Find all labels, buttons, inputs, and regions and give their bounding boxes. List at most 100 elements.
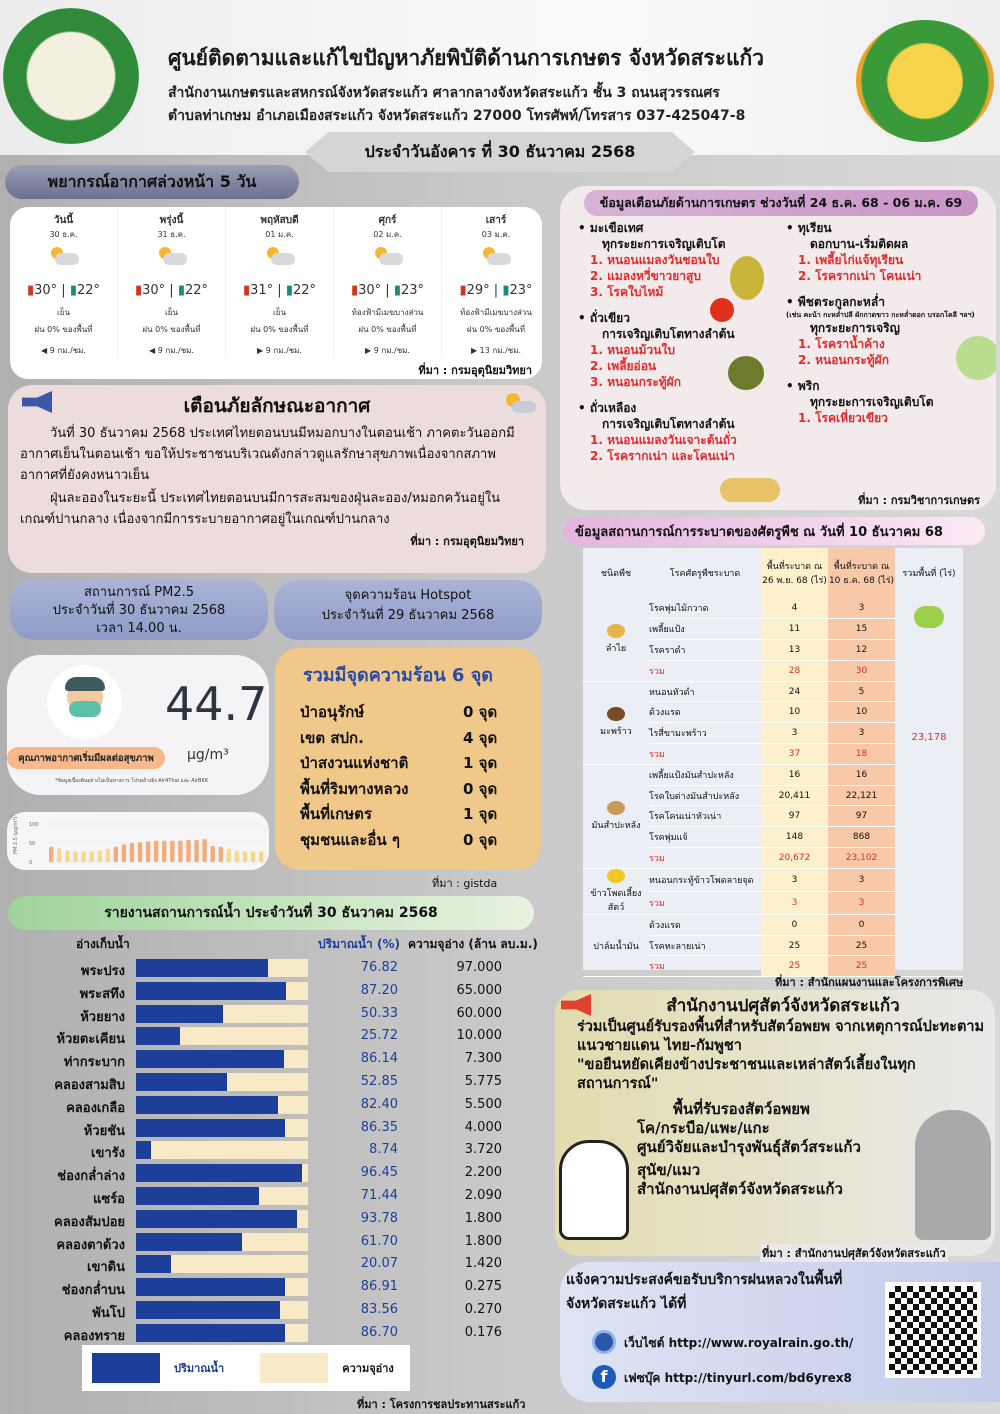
- disease-name: ไรสี่ขามะพร้าว: [649, 722, 761, 745]
- hotspot-area: พื้นที่เกษตร: [300, 805, 372, 823]
- water-pct: 86.35: [360, 1119, 398, 1135]
- pm25-unit: µg/m³: [187, 747, 229, 763]
- pm25-bar: [89, 851, 94, 862]
- alert-crop: • ถั่วเขียว การเจริญเติบโตทางลำต้น 1. หนอน…: [578, 310, 783, 390]
- threat-item: 2. โรครากเน่า โคนเน่า: [798, 269, 922, 283]
- reservoir-row: ห้วยชัน 86.35 4.000: [0, 1117, 540, 1140]
- crop-name: มะพร้าว: [600, 727, 632, 738]
- reservoir-row: คลองสัมปอย 93.78 1.800: [0, 1208, 540, 1231]
- pm25-time: เวลา 14.00 น.: [96, 621, 182, 636]
- wind: ◀ 9 กม./ชม.: [41, 346, 86, 355]
- pest-row: ข้าวโพดเลี้ยงสัตว์ หนอนกระทู้ข้าวโพดลายจุ…: [583, 868, 963, 915]
- area-nov: 4: [761, 598, 828, 620]
- area-dec: 868: [828, 826, 895, 849]
- hotspot-area: ชุมชนและอื่น ๆ: [300, 830, 400, 849]
- reservoir-name: แซร์อ: [93, 1192, 125, 1207]
- hotspot-count: 0 จุด: [463, 703, 498, 721]
- pest-row: ด้วงแรด 10 10: [583, 701, 963, 724]
- crop-name: • พริก: [786, 379, 820, 393]
- area-dec: 30: [828, 660, 895, 682]
- crop-name-text: ถั่วเขียว: [589, 311, 630, 325]
- hotspot-count: 1 จุด: [463, 805, 498, 823]
- alert-crop: • ถั่วเหลือง การเจริญเติบโตทางลำต้น 1. หนอ…: [578, 400, 783, 464]
- disease-name: โรคราดำ: [649, 639, 761, 661]
- masked-face-icon: [47, 665, 122, 740]
- facebook-icon: f: [592, 1365, 616, 1389]
- threat-item: 2. เพลี้ยอ่อน: [590, 359, 657, 373]
- crop-name: • พืชตระกูลกะหล่ำ: [786, 295, 885, 309]
- reservoir-row: คลองสามสิบ 52.85 5.775: [0, 1071, 540, 1094]
- wind: ▶ 13 กม./ชม.: [470, 346, 522, 355]
- growth-stage: ทุกระยะการเจริญเติบโต: [810, 395, 934, 409]
- y-tick-label: 100: [29, 822, 39, 828]
- temp-high: 30°: [34, 283, 58, 298]
- pm25-chart: 100 50 0 PM 2.5 (µg/m³): [7, 812, 269, 870]
- alert-crop: • พืชตระกูลกะหล่ำ (เช่น คะน้า กะหล่ำปลี ผ…: [786, 294, 991, 368]
- area-dec: 3: [828, 722, 895, 745]
- capacity-bar: [136, 1050, 308, 1069]
- water-pct: 20.07: [360, 1256, 398, 1272]
- facebook-link[interactable]: เฟซบุ๊ค http://tinyurl.com/bd6yrex8: [624, 1371, 852, 1385]
- water-level-bar: [136, 1301, 280, 1319]
- disease-name: โรคใบด่างมันสำปะหลัง: [649, 785, 761, 807]
- disease-name: เพลี้ยแป้งมันสำปะหลัง: [649, 764, 761, 786]
- rain-chance: ฝน 0% ของพื้นที่: [358, 325, 417, 334]
- pest-row: รวม 28 30: [583, 660, 963, 682]
- pm25-bar: [194, 839, 199, 862]
- evac-pets: สุนัข/แมว: [637, 1161, 701, 1179]
- capacity-bar: [136, 1004, 308, 1023]
- disease-name: รวม: [649, 743, 761, 765]
- reservoir-name: คลองสัมปอย: [54, 1214, 125, 1230]
- evac-pets-location: สำนักงานปศุสัตว์จังหวัดสระแก้ว: [637, 1180, 843, 1198]
- warning-body: เตือนภัยลักษณะอากาศ: [68, 393, 486, 567]
- water-level-bar: [136, 1027, 181, 1046]
- disease-name: รวม: [649, 847, 761, 869]
- reservoir-name: เขาดิน: [87, 1260, 125, 1276]
- hotspot-count: 1 จุด: [463, 754, 498, 772]
- crop-name-text: พริก: [797, 379, 820, 393]
- pest-row: ลำไย โรคพุ่มไม้กวาด 4 3 23,178: [583, 598, 963, 978]
- capacity-bar: [136, 1095, 308, 1114]
- capacity-value: 0.270: [464, 1302, 502, 1317]
- area-dec: 3: [828, 868, 895, 892]
- crop-name: ข้าวโพดเลี้ยงสัตว์: [590, 888, 642, 913]
- area-dec: 3: [828, 891, 895, 915]
- area-nov: 24: [761, 681, 828, 703]
- thermometer-cold-icon: ▮: [177, 283, 185, 298]
- royal-rain-title: แจ้งความประสงค์ขอรับบริการฝนหลวงในพื้นที…: [566, 1272, 843, 1312]
- area-dec: 15: [828, 618, 895, 641]
- address-line-1: สำนักงานเกษตรและสหกรณ์จังหวัดสระแก้ว ศาล…: [168, 85, 720, 101]
- pm25-bar: [65, 850, 70, 862]
- livestock-text: ร่วมเป็นศูนย์รับรองพื้นที่สำหรับสัตว์อพย…: [577, 1019, 985, 1054]
- area-dec: 25: [828, 935, 895, 957]
- crop-icon: [607, 800, 625, 815]
- qr-code[interactable]: [885, 1282, 981, 1378]
- hotspot-source: ที่มา : gistda: [432, 877, 498, 890]
- wind: ◀ 9 กม./ชม.: [149, 346, 194, 355]
- pest-row: รวม 37 18: [583, 743, 963, 765]
- water-pct: 50.33: [360, 1005, 398, 1021]
- reservoir-row: คลองเกลือ 82.40 5.500: [0, 1094, 540, 1117]
- weather-warning-card: เตือนภัยลักษณะอากาศ วันที่ 30 ธันวาคม 25…: [8, 385, 546, 573]
- report-date: ประจำวันอังคาร ที่ 30 ธันวาคม 2568: [305, 132, 695, 172]
- capacity-bar: [136, 1232, 308, 1251]
- forecast-day: ศุกร์ 02 ม.ค. ▮30° | ▮23° ท้องฟ้ามีเมฆบา…: [334, 207, 442, 357]
- caterpillar-icon: [914, 606, 944, 628]
- area-nov: 11: [761, 618, 828, 641]
- water-pct: 8.74: [369, 1142, 398, 1158]
- capacity-bar: [136, 1164, 308, 1183]
- hotspot-count: 0 จุด: [463, 779, 498, 798]
- threat-item: 1. เพลี้ยไก่แจ้ทุเรียน: [798, 253, 904, 267]
- partly-cloudy-icon: [373, 247, 403, 265]
- pest-row: โรคพุ่มแจ้ 148 868: [583, 826, 963, 849]
- capacity-bar: [136, 1209, 308, 1228]
- legend-cap-swatch: [260, 1353, 329, 1383]
- condition: เย็น: [273, 308, 286, 317]
- day-name: เสาร์: [485, 215, 507, 226]
- website-link[interactable]: เว็บไซต์ http://www.royalrain.go.th/: [624, 1336, 854, 1350]
- legend-fill-swatch: [92, 1353, 160, 1383]
- capacity-bar: [136, 1118, 308, 1137]
- threat-item: 1. โรคเหี่ยวเขียว: [798, 411, 888, 425]
- disease-name: โรคพุ่มไม้กวาด: [649, 598, 761, 620]
- pm25-bar: [242, 851, 248, 862]
